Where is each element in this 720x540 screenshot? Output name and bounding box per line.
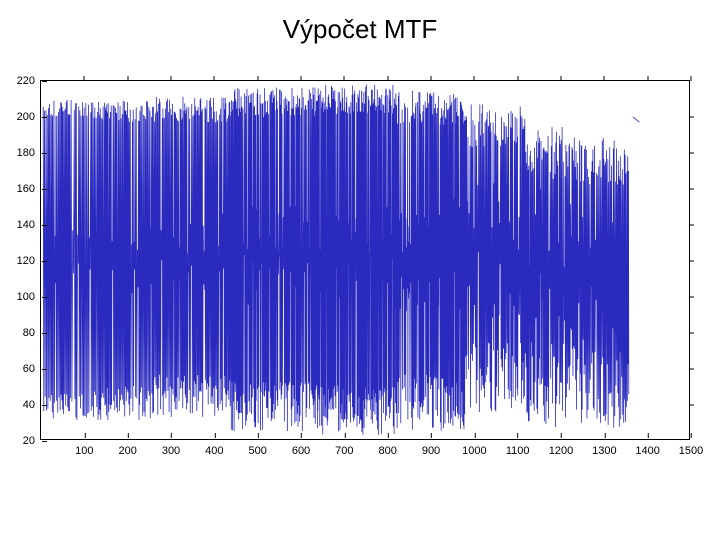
y-tick: 80 (23, 327, 41, 339)
y-tick-right (689, 405, 694, 406)
x-tick: 1100 (506, 439, 530, 457)
x-tick: 800 (378, 439, 396, 457)
x-tick-top (561, 76, 562, 81)
mtf-plot: 2040608010012014016018020022010020030040… (40, 80, 690, 440)
x-tick-top (127, 76, 128, 81)
y-tick-right (689, 225, 694, 226)
page-title: Výpočet MTF (0, 14, 720, 45)
x-tick-top (431, 76, 432, 81)
x-tick: 1400 (635, 439, 659, 457)
y-tick-right (689, 261, 694, 262)
x-tick-top (84, 76, 85, 81)
mtf-signal-path (43, 85, 639, 435)
x-tick-top (171, 76, 172, 81)
x-tick: 700 (335, 439, 353, 457)
x-tick-top (517, 76, 518, 81)
x-tick: 500 (248, 439, 266, 457)
x-tick: 100 (75, 439, 93, 457)
y-tick-right (689, 333, 694, 334)
y-tick: 180 (17, 147, 41, 159)
y-tick-right (689, 189, 694, 190)
y-tick-right (689, 369, 694, 370)
x-tick: 1300 (592, 439, 616, 457)
x-tick: 300 (162, 439, 180, 457)
y-tick: 160 (17, 183, 41, 195)
x-tick: 600 (292, 439, 310, 457)
y-tick: 220 (17, 75, 41, 87)
x-tick-top (344, 76, 345, 81)
x-tick: 1000 (462, 439, 486, 457)
y-tick: 120 (17, 255, 41, 267)
y-tick-right (689, 297, 694, 298)
y-tick: 200 (17, 111, 41, 123)
y-tick-right (689, 117, 694, 118)
x-tick: 400 (205, 439, 223, 457)
y-tick: 20 (23, 435, 41, 447)
x-tick-top (474, 76, 475, 81)
y-tick: 100 (17, 291, 41, 303)
x-tick-top (301, 76, 302, 81)
y-tick: 60 (23, 363, 41, 375)
x-tick: 200 (118, 439, 136, 457)
x-tick: 900 (422, 439, 440, 457)
x-tick-top (387, 76, 388, 81)
x-tick-top (604, 76, 605, 81)
y-tick-right (689, 153, 694, 154)
y-tick: 140 (17, 219, 41, 231)
x-tick: 1500 (679, 439, 703, 457)
signal-line (41, 81, 689, 439)
x-tick-top (257, 76, 258, 81)
x-tick: 1200 (549, 439, 573, 457)
x-tick-top (214, 76, 215, 81)
x-tick-top (691, 76, 692, 81)
x-tick-top (647, 76, 648, 81)
y-tick: 40 (23, 399, 41, 411)
